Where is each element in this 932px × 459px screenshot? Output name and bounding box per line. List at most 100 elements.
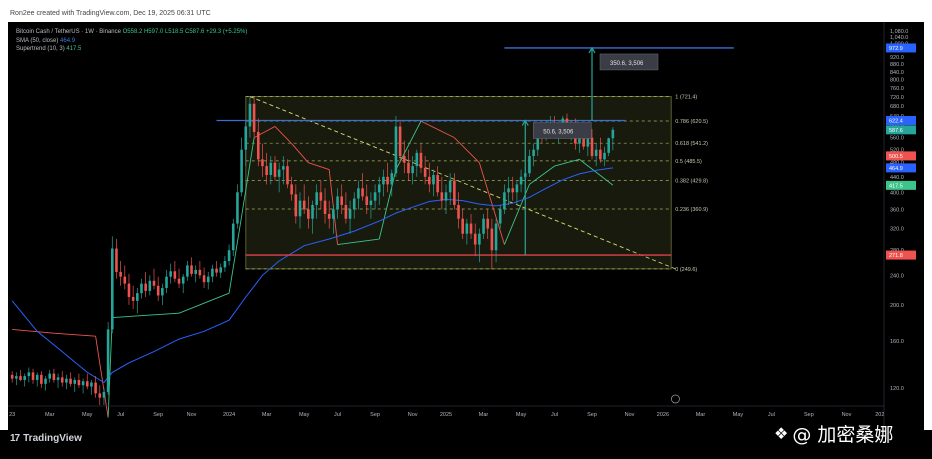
candle-body [457, 204, 460, 219]
x-tick-label: Sep [153, 412, 163, 418]
candle-body [161, 287, 164, 296]
supertrend-segment [579, 158, 614, 186]
candle-body [444, 192, 448, 201]
candle-body [365, 196, 369, 205]
candle-body [282, 166, 285, 170]
candle-body [227, 250, 231, 262]
y-tick-label: 320.0 [890, 227, 904, 233]
candle-body [27, 372, 31, 377]
y-tick-label: 800.0 [890, 78, 904, 84]
fib-level-label: 0.382 (429.8) [675, 179, 708, 185]
legend-sma-label[interactable]: SMA (50, close) [16, 37, 59, 44]
candle-body [144, 283, 147, 291]
candle-body [494, 223, 498, 251]
candle-body [515, 184, 519, 193]
candle-body [35, 374, 39, 380]
x-tick-label: Jul [334, 412, 341, 418]
candle-body [344, 204, 348, 219]
price-tag [886, 115, 916, 125]
candle-body [286, 166, 289, 185]
y-tick-label: 680.0 [890, 104, 904, 110]
x-tick-label: May [299, 412, 310, 418]
candle-body [223, 261, 227, 268]
candle-body [115, 248, 118, 272]
candle-body [415, 152, 419, 167]
candle-body [423, 167, 427, 177]
price-tag [886, 151, 916, 161]
price-tag [886, 43, 916, 53]
chart-area[interactable]: 1 (721.4) 0.786 (620.5) 0.618 (541.2) 0.5 (… [8, 22, 924, 432]
y-tick-label: 240.0 [890, 273, 904, 279]
tradingview-mark-icon: 17 [10, 433, 20, 444]
fib-level-label: 0.618 (541.2) [675, 141, 708, 147]
supertrend-segment [228, 216, 243, 294]
tradingview-logo[interactable]: 17 TradingView [10, 433, 82, 444]
candle-body [315, 192, 318, 205]
candle-body [48, 373, 52, 379]
supertrend-segment [107, 317, 113, 418]
candle-body [473, 233, 477, 245]
legend-supertrend-label[interactable]: Supertrend (10, 3) [16, 46, 65, 52]
candle-body [357, 188, 360, 199]
candle-body [377, 184, 381, 193]
candle-body [85, 381, 89, 387]
y-tick-label: 1,040.0 [890, 35, 908, 41]
x-tick-label: Nov [625, 412, 635, 418]
y-tick-label: 920.0 [890, 55, 904, 61]
candle-body [478, 233, 481, 245]
x-tick-label: Jul [768, 412, 775, 418]
candle-body [482, 218, 485, 234]
candle-body [127, 283, 131, 297]
candle-body [194, 269, 198, 274]
candle-body [173, 271, 177, 279]
candle-body [528, 156, 531, 174]
candle-body [119, 271, 122, 277]
candle-body [60, 377, 64, 383]
x-tick-label: May [733, 412, 744, 418]
candle-body [98, 393, 102, 398]
price-tag [886, 180, 916, 190]
price-tag-label: 500.5 [889, 154, 903, 160]
price-tag-label: 417.5 [889, 183, 903, 189]
x-tick-label: Mar [696, 412, 706, 418]
x-tick-label: Jul [551, 412, 558, 418]
supertrend-segment [112, 312, 180, 319]
supertrend-segment [12, 328, 54, 334]
candle-body [219, 267, 223, 273]
fib-level-label: 1 (721.4) [675, 95, 697, 101]
candle-body [110, 248, 114, 330]
candle-body [10, 374, 14, 379]
fib-level-label: 0.236 (360.9) [675, 207, 708, 213]
candle-body [319, 192, 323, 201]
candle-body [490, 228, 494, 251]
candle-body [77, 379, 81, 386]
candle-body [361, 188, 364, 197]
price-tag-label: 271.8 [889, 253, 903, 259]
supertrend-segment [337, 238, 380, 245]
candle-body [448, 180, 452, 193]
candle-body [382, 176, 385, 185]
legend-symbol[interactable]: Bitcoin Cash / TetherUS · 1W · Binance [16, 29, 121, 35]
legend-supertrend-row: Supertrend (10, 3) 417.5 [16, 45, 247, 54]
top-bar: Ron2ee created with TradingView.com, Dec… [0, 0, 932, 22]
supertrend-segment [420, 120, 455, 139]
candle-body [40, 374, 43, 384]
candle-body [432, 174, 435, 185]
y-tick-label: 360.0 [890, 207, 904, 213]
candle-body [498, 209, 502, 224]
price-chart[interactable]: 1 (721.4) 0.786 (620.5) 0.618 (541.2) 0.5 (… [8, 22, 924, 432]
x-tick-label: Sep [370, 412, 380, 418]
candle-body [198, 269, 202, 276]
y-tick-label: 880.0 [890, 62, 904, 68]
candle-body [428, 176, 431, 185]
candle-body [323, 200, 327, 214]
candle-body [165, 276, 168, 288]
candle-body [536, 131, 540, 150]
candle-body [277, 169, 281, 177]
candle-body [311, 204, 314, 219]
candle-body [261, 159, 264, 167]
candle-body [390, 173, 394, 185]
candle-body [231, 223, 235, 251]
legend-supertrend-value: 417.5 [66, 46, 82, 52]
